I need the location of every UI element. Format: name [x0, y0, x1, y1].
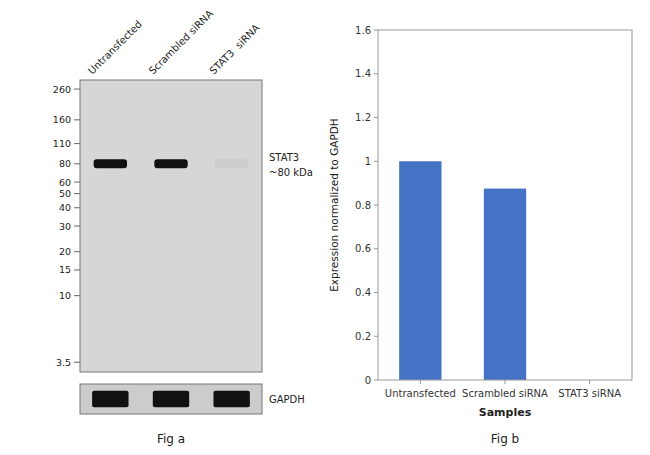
y-tick-label: 1.2: [355, 112, 371, 123]
marker-label: 260: [53, 84, 71, 95]
marker-tick: [74, 89, 80, 90]
marker-label: 40: [59, 202, 71, 213]
bars: [399, 161, 526, 380]
y-tick-label: 1.4: [355, 68, 371, 79]
gapdh-band: [92, 391, 128, 408]
gapdh-band: [153, 391, 189, 408]
y-tick-label: 1: [365, 156, 371, 167]
marker-label: 80: [59, 158, 71, 169]
y-tick: [374, 248, 378, 249]
y-tick: [374, 292, 378, 293]
marker-label: 3.5: [56, 357, 71, 368]
band: [94, 159, 127, 168]
y-tick-label: 1.6: [355, 25, 371, 36]
marker-tick: [74, 119, 80, 120]
marker-tick: [74, 251, 80, 252]
y-tick: [374, 161, 378, 162]
y-tick: [374, 336, 378, 337]
x-tick: [505, 380, 506, 384]
y-tick-label: 0.8: [355, 200, 371, 211]
plot-frame: [378, 30, 632, 380]
lane-label: STAT3 siRNA: [207, 22, 261, 76]
x-axis-label: Samples: [479, 406, 532, 419]
y-tick: [374, 73, 378, 74]
bar: [484, 189, 526, 380]
band-annotation: ~80 kDa: [269, 167, 313, 178]
y-tick-label: 0.6: [355, 243, 371, 254]
marker-label: 110: [53, 138, 71, 149]
band: [154, 159, 187, 168]
x-tick-label: STAT3 siRNA: [558, 388, 621, 399]
marker-label: 30: [59, 221, 71, 232]
marker-tick: [74, 269, 80, 270]
marker-tick: [74, 182, 80, 183]
marker-tick: [74, 143, 80, 144]
marker-tick: [74, 163, 80, 164]
caption: Fig a: [157, 432, 185, 446]
y-tick: [374, 30, 378, 31]
bar: [399, 161, 441, 380]
lane-label: Untransfected: [86, 18, 144, 76]
gapdh-gel: [80, 384, 262, 414]
y-tick: [374, 205, 378, 206]
figure: UntransfectedScrambled siRNASTAT3 siRNA2…: [0, 0, 650, 455]
y-tick-label: 0: [365, 375, 371, 386]
marker-label: 160: [53, 114, 71, 125]
marker-tick: [74, 226, 80, 227]
marker-tick: [74, 295, 80, 296]
caption: Fig b: [491, 432, 519, 446]
band: [215, 159, 248, 168]
x-tick: [589, 380, 590, 384]
gel: [80, 80, 262, 372]
y-tick-label: 0.2: [355, 331, 371, 342]
y-axis-label: Expression normalized to GAPDH: [328, 118, 340, 292]
y-tick: [374, 117, 378, 118]
bar-panel: 0 0.2 0.4 0.6 0.8 1 1.2 1.4 1.6 Untransfected Scra…: [328, 25, 632, 447]
y-tick: [374, 380, 378, 381]
lane-label: Scrambled siRNA: [147, 8, 216, 77]
marker-label: 50: [59, 188, 71, 199]
marker-tick: [74, 193, 80, 194]
x-tick: [420, 380, 421, 384]
blot-panel: UntransfectedScrambled siRNASTAT3 siRNA 2…: [53, 8, 313, 446]
x-tick-label: Untransfected: [385, 388, 456, 399]
marker-label: 10: [59, 290, 71, 301]
marker-tick: [74, 207, 80, 208]
marker-label: 15: [59, 264, 71, 275]
gapdh-band: [213, 391, 249, 408]
marker-label: 60: [59, 177, 71, 188]
marker-tick: [74, 362, 80, 363]
y-tick-label: 0.4: [355, 287, 371, 298]
x-tick-label: Scrambled siRNA: [462, 388, 548, 399]
band-annotation: STAT3: [269, 152, 299, 163]
gapdh-label: GAPDH: [269, 394, 305, 405]
marker-label: 20: [59, 246, 71, 257]
